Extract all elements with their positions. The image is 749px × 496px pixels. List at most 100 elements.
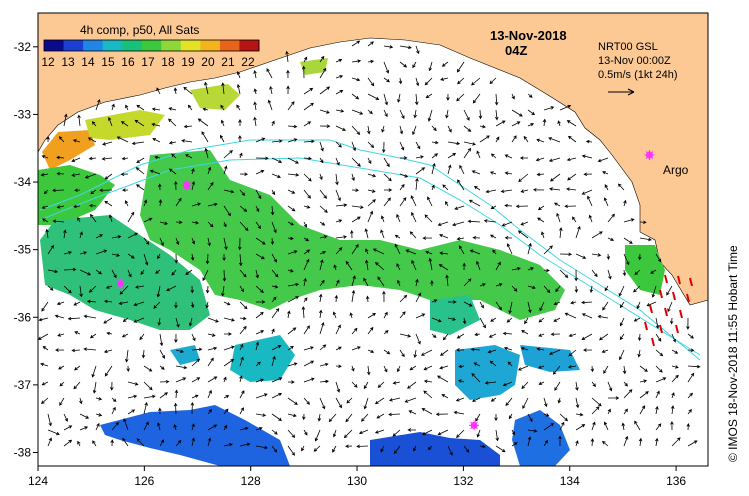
- velocity-vector: [91, 365, 97, 378]
- velocity-vector: [223, 395, 230, 399]
- velocity-vector: [383, 93, 389, 106]
- velocity-vector: [634, 269, 641, 276]
- velocity-vector: [583, 348, 593, 352]
- velocity-vector: [666, 285, 673, 296]
- velocity-vector: [518, 173, 529, 183]
- velocity-vector: [287, 327, 297, 335]
- velocity-vector: [358, 429, 369, 435]
- velocity-vector: [548, 137, 561, 143]
- y-tick-label: -38: [14, 445, 32, 459]
- velocity-vector: [553, 202, 561, 207]
- velocity-vector: [271, 221, 277, 234]
- velocity-vector: [45, 228, 49, 239]
- velocity-vector: [223, 165, 228, 175]
- velocity-vector: [414, 93, 419, 106]
- sst-patch-west-yellow: [85, 110, 165, 140]
- velocity-vector: [463, 125, 472, 132]
- bathymetry-contour-1: [39, 139, 701, 361]
- velocity-vector: [394, 243, 401, 255]
- velocity-vector: [303, 173, 312, 182]
- velocity-vector: [404, 397, 417, 403]
- velocity-vector: [442, 333, 449, 341]
- velocity-vector: [183, 124, 193, 129]
- velocity-vector: [168, 140, 177, 145]
- argo-float-marker: [644, 149, 655, 160]
- velocity-vector: [655, 437, 659, 447]
- velocity-vector: [377, 381, 385, 388]
- vector-legend-line2: 13-Nov 00:00Z: [598, 55, 671, 67]
- velocity-vector: [550, 173, 561, 182]
- y-tick-label: -32: [14, 40, 32, 54]
- velocity-vector: [431, 140, 439, 145]
- velocity-vector: [63, 285, 72, 294]
- velocity-vector: [253, 101, 257, 111]
- velocity-vector: [363, 397, 369, 410]
- velocity-vector: [431, 162, 436, 175]
- velocity-vector: [437, 429, 449, 436]
- velocity-vector: [63, 229, 67, 239]
- velocity-vector: [384, 188, 393, 192]
- velocity-vector: [517, 365, 529, 371]
- velocity-vector: [655, 423, 662, 431]
- velocity-vector: [351, 141, 356, 152]
- velocity-vector: [271, 269, 279, 278]
- velocity-vector: [438, 264, 449, 271]
- velocity-vector: [655, 405, 659, 415]
- velocity-vector: [489, 234, 497, 239]
- velocity-vector: [459, 164, 465, 175]
- velocity-vector: [63, 439, 73, 447]
- velocity-vector: [351, 381, 358, 388]
- vector-legend: NRT00 GSL 13-Nov 00:00Z 0.5m/s (1kt 24h): [598, 41, 677, 96]
- velocity-vector: [495, 120, 506, 127]
- velocity-vector: [47, 269, 59, 274]
- velocity-vector: [41, 205, 49, 209]
- velocity-vector: [159, 349, 165, 359]
- velocity-vector: [143, 421, 149, 431]
- velocity-vector: [271, 253, 277, 263]
- velocity-vector: [90, 213, 97, 223]
- velocity-vector: [671, 333, 676, 343]
- velocity-vector: [222, 269, 227, 282]
- velocity-vector: [237, 237, 242, 251]
- velocity-vector: [428, 61, 433, 72]
- velocity-vector: [222, 253, 226, 262]
- velocity-vector: [639, 365, 648, 372]
- velocity-vector: [159, 392, 168, 399]
- velocity-vector: [618, 285, 625, 297]
- velocity-vector: [575, 225, 581, 239]
- velocity-vector: [555, 285, 561, 293]
- velocity-vector: [381, 141, 386, 154]
- velocity-vector: [655, 377, 667, 383]
- velocity-vector: [319, 173, 323, 181]
- velocity-vector: [95, 422, 100, 431]
- velocity-vector: [655, 365, 663, 373]
- colorbar-swatch: [44, 40, 65, 51]
- velocity-vector: [527, 413, 533, 423]
- velocity-vector: [431, 125, 437, 132]
- velocity-vector: [671, 437, 681, 447]
- velocity-vector: [441, 394, 449, 399]
- velocity-vector: [332, 311, 337, 319]
- velocity-vector: [687, 392, 693, 399]
- velocity-vector: [655, 349, 664, 357]
- velocity-vector: [175, 317, 180, 328]
- velocity-vector: [319, 379, 330, 384]
- velocity-vector: [223, 424, 228, 431]
- velocity-vector: [253, 88, 258, 95]
- velocity-vector: [439, 251, 449, 256]
- velocity-vector: [553, 317, 561, 322]
- velocity-vector: [687, 364, 701, 369]
- velocity-vector: [399, 173, 409, 178]
- velocity-vector: [255, 445, 269, 450]
- velocity-vector: [37, 333, 49, 340]
- velocity-vector: [427, 445, 433, 450]
- velocity-vector: [239, 172, 249, 176]
- velocity-vector: [413, 445, 417, 452]
- velocity-vector: [332, 429, 337, 438]
- velocity-vector: [223, 345, 235, 351]
- velocity-vector: [439, 365, 449, 370]
- velocity-vector: [303, 297, 308, 303]
- velocity-vector: [174, 253, 178, 264]
- velocity-vector: [542, 118, 547, 127]
- velocity-vector: [141, 349, 146, 359]
